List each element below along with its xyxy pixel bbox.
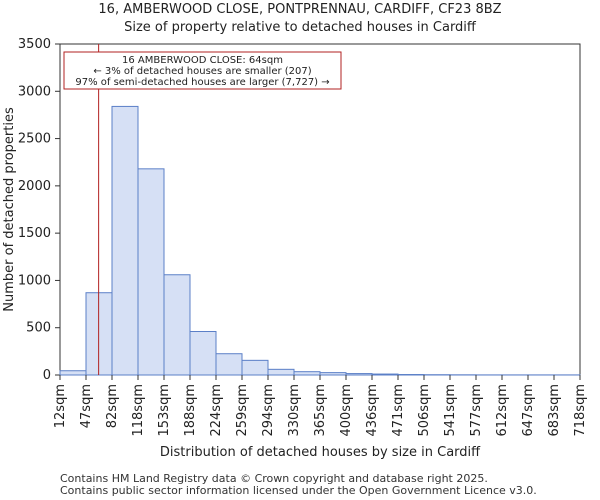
histogram-bar — [215, 353, 243, 376]
x-tick-label: 365sqm — [313, 384, 328, 437]
x-tick-label: 153sqm — [157, 384, 172, 437]
y-tick-label: 500 — [26, 321, 51, 336]
y-tick-label: 1000 — [18, 273, 51, 288]
histogram-bar — [241, 359, 269, 376]
x-tick-label: 577sqm — [469, 384, 484, 437]
chart-title: 16, AMBERWOOD CLOSE, PONTPRENNAU, CARDIF… — [98, 2, 502, 17]
y-tick-label: 2500 — [18, 132, 51, 147]
x-tick-label: 612sqm — [495, 384, 510, 437]
y-tick-label: 3500 — [18, 37, 51, 52]
chart-subtitle: Size of property relative to detached ho… — [124, 20, 476, 35]
footer-copyright: Contains HM Land Registry data © Crown c… — [60, 472, 488, 485]
x-tick-label: 471sqm — [391, 384, 406, 437]
x-tick-label: 82sqm — [105, 384, 120, 428]
histogram-bar — [267, 368, 295, 376]
histogram-bar — [293, 371, 321, 376]
x-tick-label: 47sqm — [79, 384, 94, 428]
annotation-smaller: ← 3% of detached houses are smaller (207… — [93, 66, 311, 77]
x-axis-label: Distribution of detached houses by size … — [159, 445, 481, 460]
histogram-bar — [345, 373, 373, 376]
x-tick-label: 541sqm — [443, 384, 458, 437]
y-axis-label: Number of detached properties — [2, 107, 17, 312]
y-tick-label: 3000 — [18, 84, 51, 99]
x-tick-label: 12sqm — [53, 384, 68, 428]
x-tick-label: 436sqm — [365, 384, 380, 437]
histogram-bar — [163, 274, 191, 376]
x-tick-label: 683sqm — [547, 384, 562, 437]
x-tick-label: 259sqm — [235, 384, 250, 437]
histogram-bar — [371, 373, 399, 376]
histogram-bar — [111, 105, 139, 376]
histogram-bar — [137, 168, 165, 376]
annotation-title: 16 AMBERWOOD CLOSE: 64sqm — [122, 55, 283, 66]
histogram-bar — [59, 370, 87, 376]
histogram-bar — [319, 372, 347, 376]
y-tick-label: 2000 — [18, 179, 51, 194]
y-tick-label: 1500 — [18, 226, 51, 241]
footer-licence: Contains public sector information licen… — [60, 484, 537, 497]
y-tick-label: 0 — [43, 368, 51, 383]
x-tick-label: 718sqm — [573, 384, 588, 437]
annotation-larger: 97% of semi-detached houses are larger (… — [75, 77, 329, 88]
x-tick-label: 400sqm — [339, 384, 354, 437]
x-tick-label: 294sqm — [261, 384, 276, 437]
annotation-box — [63, 51, 342, 90]
histogram-bar — [189, 330, 217, 376]
x-tick-label: 647sqm — [521, 384, 536, 437]
x-tick-label: 224sqm — [209, 384, 224, 437]
x-tick-label: 188sqm — [183, 384, 198, 437]
x-tick-label: 330sqm — [287, 384, 302, 437]
x-tick-label: 506sqm — [417, 384, 432, 437]
x-tick-label: 118sqm — [131, 384, 146, 437]
